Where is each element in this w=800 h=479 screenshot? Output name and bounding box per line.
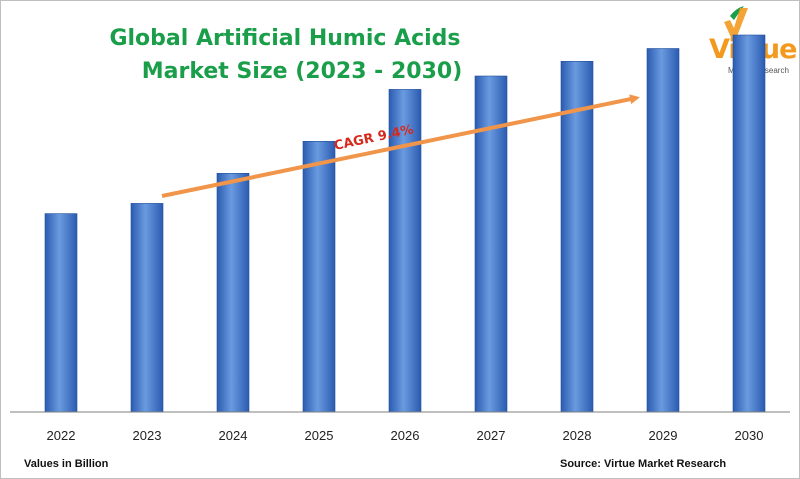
x-tick-label: 2023	[133, 428, 162, 443]
bar-2022	[44, 213, 78, 413]
title-line-2: Market Size (2023 - 2030)	[141, 59, 463, 84]
bar-2025	[302, 141, 336, 413]
x-tick-label: 2030	[735, 428, 764, 443]
bar-2023	[130, 203, 164, 413]
virtue-logo-mark	[724, 6, 748, 44]
x-tick-label: 2022	[47, 428, 76, 443]
bar-2030	[732, 34, 766, 413]
x-tick-label: 2027	[477, 428, 506, 443]
x-tick-label: 2026	[391, 428, 420, 443]
bar-2024	[216, 173, 250, 413]
title-line-1: Global Artificial Humic Acids	[109, 26, 461, 51]
source-note: Source: Virtue Market Research	[560, 458, 727, 470]
cagr-arrow	[161, 94, 640, 198]
chart-title: Global Artificial Humic Acids Market Siz…	[70, 22, 500, 88]
x-tick-label: 2024	[219, 428, 248, 443]
bar-2028	[560, 60, 594, 413]
x-tick-label: 2028	[563, 428, 592, 443]
bar-2029	[646, 48, 680, 413]
x-tick-label: 2029	[649, 428, 678, 443]
units-note: Values in Billion	[24, 458, 109, 470]
x-tick-label: 2025	[305, 428, 334, 443]
